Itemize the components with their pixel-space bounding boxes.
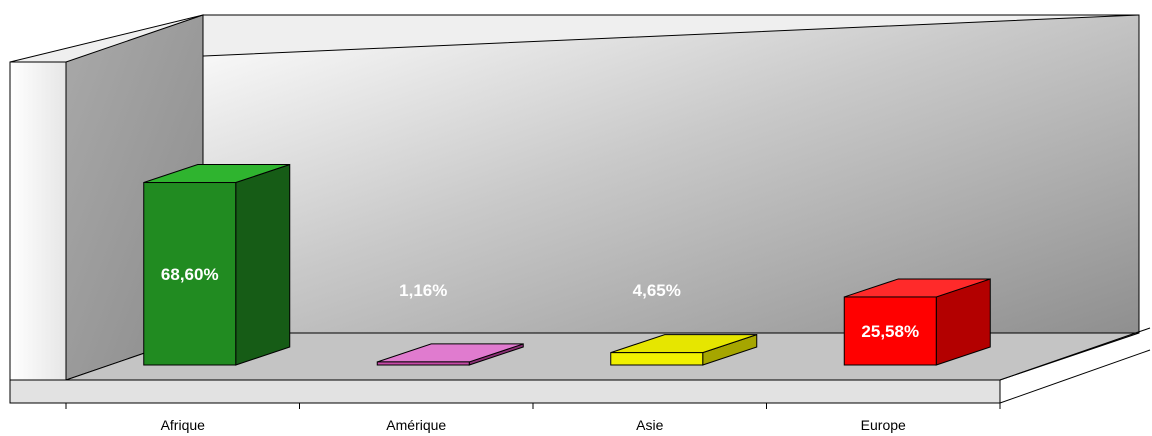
- category-labels: Afrique Amérique Asie Europe: [161, 417, 906, 433]
- left-wall-face: [9, 61, 67, 381]
- floor-right-edge-top: [999, 327, 1151, 381]
- bar-front-asie: [610, 352, 704, 366]
- bar-side-afrique: [235, 163, 291, 366]
- category-label-asie: Asie: [636, 417, 663, 433]
- category-label-afrique: Afrique: [161, 417, 206, 433]
- bar-front-afrique: [143, 182, 237, 366]
- bar-amerique: [376, 343, 524, 366]
- bar-front-europe: [843, 296, 937, 366]
- value-label-afrique: 68,60%: [161, 265, 219, 284]
- floor-front-edge: [9, 379, 1001, 404]
- bar-europe: [843, 278, 991, 366]
- value-label-asie: 4,65%: [633, 281, 681, 300]
- bar-front-amerique: [376, 361, 470, 366]
- value-label-europe: 25,58%: [861, 322, 919, 341]
- x-axis-ticks: [65, 403, 1001, 409]
- category-label-amerique: Amérique: [386, 417, 446, 433]
- floor-right-edge: [999, 349, 1151, 404]
- value-labels: 68,60% 1,16% 4,65% 25,58%: [161, 265, 919, 341]
- bar-asie: [610, 333, 758, 366]
- category-label-europe: Europe: [861, 417, 906, 433]
- bar-afrique: [143, 163, 291, 366]
- bars: [143, 163, 991, 366]
- value-label-amerique: 1,16%: [399, 281, 447, 300]
